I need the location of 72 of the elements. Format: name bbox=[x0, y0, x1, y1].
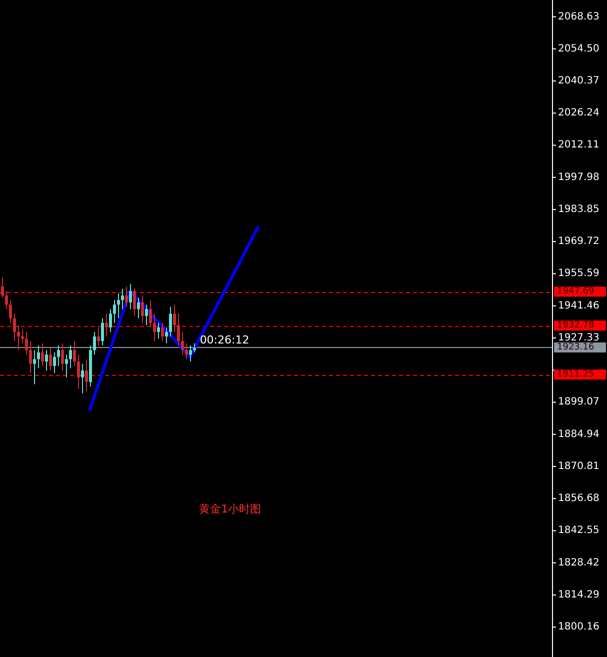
candlestick bbox=[165, 326, 168, 344]
candlestick bbox=[121, 288, 124, 310]
candlestick bbox=[153, 313, 156, 342]
candlestick bbox=[105, 313, 108, 337]
candlestick bbox=[141, 295, 144, 324]
ref-line-label: 1923.16 bbox=[557, 342, 594, 352]
candlestick bbox=[189, 345, 192, 362]
candlestick bbox=[53, 352, 56, 374]
y-tick-label: 1842.55 bbox=[558, 525, 600, 536]
ref-line-label: 1932.78 bbox=[557, 320, 594, 331]
candlestick bbox=[181, 331, 184, 356]
candlestick bbox=[73, 340, 76, 367]
candlestick bbox=[61, 342, 64, 372]
candlestick bbox=[157, 322, 160, 340]
y-tick-label: 1814.29 bbox=[558, 589, 600, 600]
candlestick bbox=[125, 286, 128, 308]
ref-line-label: 1911.25 bbox=[557, 370, 594, 380]
y-tick-label: 1997.98 bbox=[558, 172, 600, 183]
y-tick-label: 2040.37 bbox=[558, 76, 600, 86]
candlestick bbox=[97, 326, 100, 346]
candlestick bbox=[45, 350, 48, 372]
y-tick-label: 1800.16 bbox=[558, 622, 600, 633]
candlestick bbox=[77, 354, 80, 390]
candlestick bbox=[93, 331, 96, 356]
line-series bbox=[88, 226, 260, 411]
candlestick bbox=[149, 300, 152, 328]
candlestick bbox=[57, 345, 60, 367]
candlestick bbox=[9, 300, 12, 324]
y-tick-label: 1884.94 bbox=[558, 428, 600, 440]
y-tick-label: 1969.72 bbox=[558, 236, 600, 248]
candlestick bbox=[101, 318, 104, 346]
y-tick-label: 2068.63 bbox=[558, 11, 600, 22]
candlestick bbox=[161, 322, 164, 342]
candlestick bbox=[109, 308, 112, 332]
candlestick bbox=[137, 297, 140, 319]
y-tick-label: 2012.11 bbox=[558, 140, 600, 151]
y-tick-label: 1856.68 bbox=[558, 493, 600, 504]
candlestick bbox=[81, 363, 84, 394]
annotation: 黄金1小时图 bbox=[199, 502, 262, 516]
y-tick-label: 2026.24 bbox=[558, 108, 600, 119]
candlestick bbox=[169, 306, 172, 337]
y-tick-label: 1870.81 bbox=[558, 460, 600, 472]
candlestick bbox=[49, 347, 52, 372]
y-tick-label: 1941.46 bbox=[558, 300, 600, 312]
ref-line-label: 1947.69 bbox=[557, 286, 594, 297]
candlestick bbox=[133, 288, 136, 316]
y-tick-label: 1927.33 bbox=[558, 332, 600, 344]
candlestick bbox=[65, 354, 68, 378]
candlestick bbox=[113, 300, 116, 324]
candlestick bbox=[29, 340, 32, 374]
candlestick bbox=[13, 313, 16, 342]
candlestick bbox=[5, 290, 8, 310]
candlestick bbox=[41, 342, 44, 367]
annotation: 00:26:12 bbox=[200, 334, 250, 347]
candlestick bbox=[85, 358, 88, 392]
candlestick bbox=[33, 350, 36, 385]
candlestick bbox=[177, 313, 180, 346]
candlestick bbox=[117, 292, 120, 319]
y-tick-label: 1828.42 bbox=[558, 557, 600, 568]
candlestick bbox=[185, 342, 188, 360]
y-tick-label: 1983.85 bbox=[558, 204, 600, 215]
y-tick-label: 2054.50 bbox=[558, 43, 600, 54]
candlestick bbox=[17, 324, 20, 351]
candlestick bbox=[129, 284, 132, 310]
candlestick bbox=[37, 345, 40, 369]
candlestick bbox=[173, 304, 176, 332]
candlestick bbox=[25, 331, 28, 356]
candlestick bbox=[145, 304, 148, 326]
candlestick bbox=[69, 345, 72, 369]
candlestick bbox=[1, 276, 4, 298]
y-tick-label: 1899.07 bbox=[558, 396, 600, 408]
y-tick-label: 1955.59 bbox=[558, 268, 600, 280]
